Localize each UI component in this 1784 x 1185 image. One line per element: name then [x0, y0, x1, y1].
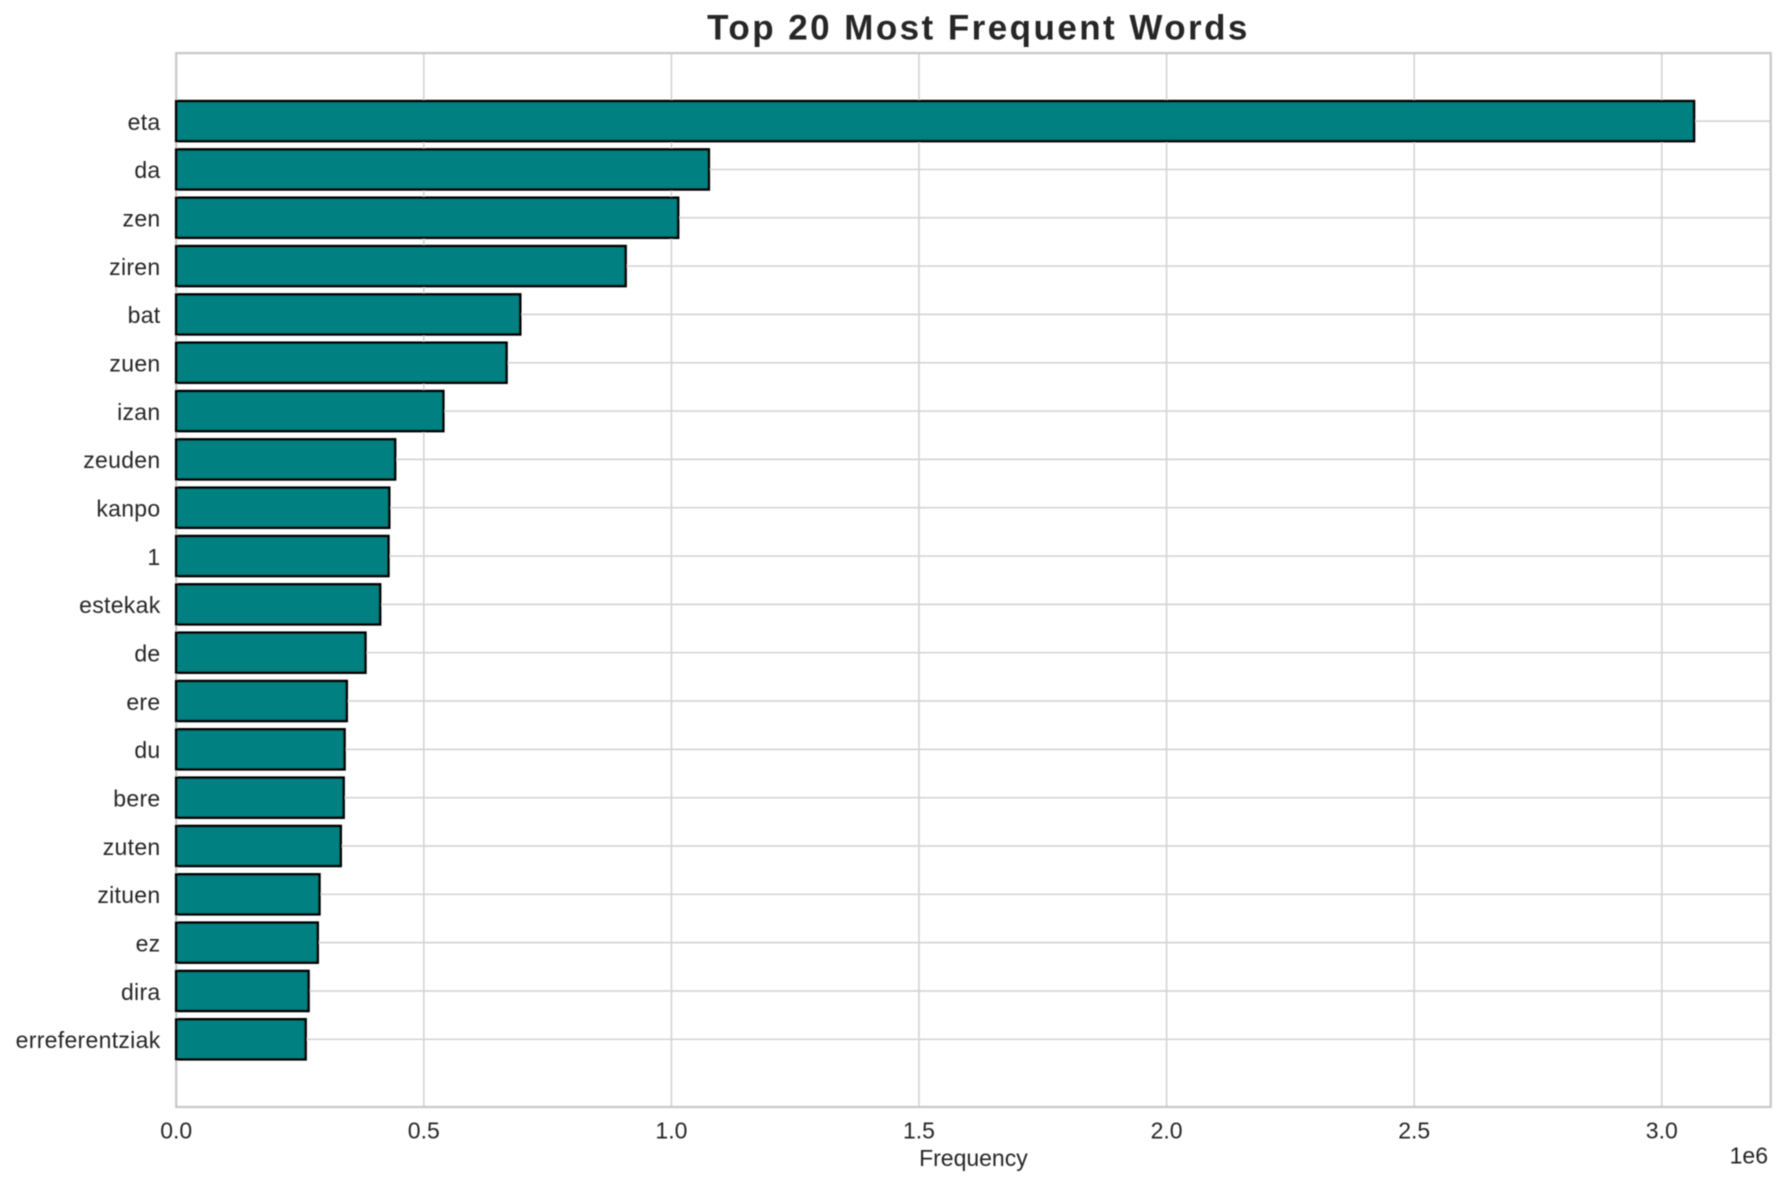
svg-text:0.0: 0.0 [160, 1118, 192, 1144]
svg-text:1e6: 1e6 [1730, 1143, 1768, 1169]
svg-text:erreferentziak: erreferentziak [16, 1027, 161, 1053]
svg-text:zen: zen [123, 206, 161, 232]
svg-text:izan: izan [117, 399, 160, 425]
svg-text:da: da [134, 157, 160, 183]
svg-text:Frequency: Frequency [919, 1145, 1028, 1171]
svg-text:zuten: zuten [103, 834, 161, 860]
svg-text:de: de [134, 640, 160, 666]
svg-text:ere: ere [126, 689, 160, 715]
svg-text:Top 20 Most Frequent Words: Top 20 Most Frequent Words [707, 9, 1250, 48]
svg-text:ez: ez [136, 930, 161, 956]
svg-text:1.0: 1.0 [655, 1118, 687, 1144]
svg-text:eta: eta [128, 109, 161, 135]
svg-text:1.5: 1.5 [903, 1118, 935, 1144]
svg-text:kanpo: kanpo [96, 496, 160, 522]
svg-text:ziren: ziren [109, 254, 160, 280]
svg-text:2.5: 2.5 [1398, 1118, 1430, 1144]
svg-text:du: du [134, 737, 160, 763]
svg-text:estekak: estekak [79, 592, 161, 618]
svg-text:1: 1 [147, 544, 160, 570]
svg-text:zuen: zuen [109, 351, 160, 377]
svg-text:bat: bat [128, 302, 161, 328]
svg-text:dira: dira [121, 979, 161, 1005]
svg-text:3.0: 3.0 [1646, 1118, 1678, 1144]
svg-text:zituen: zituen [97, 882, 160, 908]
svg-text:0.5: 0.5 [408, 1118, 440, 1144]
svg-text:zeuden: zeuden [83, 447, 160, 473]
svg-text:2.0: 2.0 [1151, 1118, 1183, 1144]
svg-text:bere: bere [113, 785, 160, 811]
